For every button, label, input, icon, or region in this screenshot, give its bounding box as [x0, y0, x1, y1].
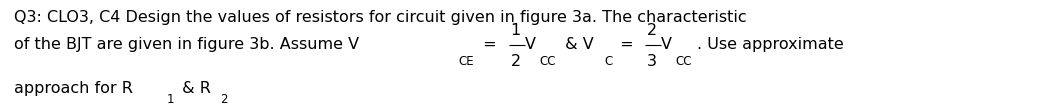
Text: CC: CC — [675, 55, 692, 68]
Text: 2: 2 — [220, 93, 227, 106]
Text: V: V — [525, 37, 537, 52]
Text: of the BJT are given in figure 3b. Assume V: of the BJT are given in figure 3b. Assum… — [14, 37, 359, 52]
Text: 3: 3 — [647, 54, 657, 69]
Text: approach for R: approach for R — [14, 81, 133, 96]
Text: 2: 2 — [510, 54, 521, 69]
Text: & R: & R — [176, 81, 211, 96]
Text: V: V — [661, 37, 672, 52]
Text: Q3: CLO3, C4 Design the values of resistors for circuit given in figure 3a. The : Q3: CLO3, C4 Design the values of resist… — [14, 10, 746, 25]
Text: 1: 1 — [510, 23, 521, 38]
Text: 1: 1 — [167, 93, 174, 106]
Text: CE: CE — [458, 55, 474, 68]
Text: 2: 2 — [647, 23, 657, 38]
Text: CC: CC — [540, 55, 555, 68]
Text: C: C — [604, 55, 612, 68]
Text: =: = — [614, 37, 638, 52]
Text: =: = — [478, 37, 502, 52]
Text: & V: & V — [561, 37, 594, 52]
Text: . Use approximate: . Use approximate — [697, 37, 844, 52]
